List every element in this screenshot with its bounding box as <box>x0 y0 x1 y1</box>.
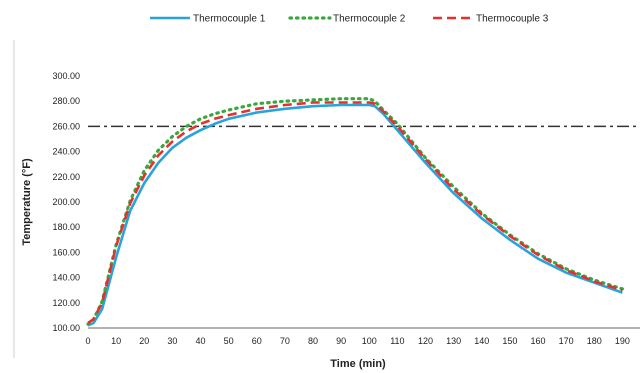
x-axis-ticks: 0 10 20 30 40 50 60 70 80 90 100 110 120 130 140 150 160… <box>85 336 629 346</box>
x-tick-label: 70 <box>280 336 290 346</box>
x-tick-label: 100 <box>362 336 377 346</box>
x-tick-label: 190 <box>615 336 630 346</box>
y-tick-label: 240.00 <box>52 147 80 157</box>
x-tick-label: 110 <box>390 336 404 346</box>
y-tick-label: 280.00 <box>52 96 80 106</box>
legend-label: Thermocouple 1 <box>193 14 266 25</box>
x-tick-label: 150 <box>502 336 517 346</box>
y-tick-label: 100.00 <box>52 323 80 333</box>
x-tick-label: 40 <box>195 336 205 346</box>
x-tick-label: 30 <box>167 336 177 346</box>
legend: Thermocouple 1 Thermocouple 2 Thermocouple… <box>150 14 549 25</box>
y-tick-label: 180.00 <box>52 222 80 232</box>
x-tick-label: 170 <box>559 336 574 346</box>
series-group <box>86 97 625 327</box>
y-tick-label: 260.00 <box>52 121 80 131</box>
x-tick-label: 90 <box>336 336 346 346</box>
x-tick-label: 0 <box>85 336 90 346</box>
x-tick-label: 120 <box>418 336 433 346</box>
y-tick-label: 140.00 <box>52 273 80 283</box>
legend-label: Thermocouple 3 <box>476 14 549 25</box>
y-tick-label: 200.00 <box>52 197 80 207</box>
y-axis-title: Temperature (°F) <box>21 158 33 246</box>
x-tick-label: 180 <box>587 336 602 346</box>
y-tick-label: 160.00 <box>52 247 80 257</box>
series-line-thermocouple-1 <box>87 103 623 327</box>
x-tick-label: 140 <box>474 336 489 346</box>
x-tick-label: 50 <box>224 336 234 346</box>
x-tick-label: 60 <box>252 336 262 346</box>
x-tick-label: 160 <box>530 336 545 346</box>
y-tick-label: 120.00 <box>52 298 80 308</box>
y-tick-label: 300.00 <box>52 71 80 81</box>
x-tick-label: 10 <box>111 336 121 346</box>
x-axis-title: Time (min) <box>330 358 386 370</box>
x-tick-label: 80 <box>308 336 318 346</box>
x-tick-label: 20 <box>139 336 149 346</box>
series-line-thermocouple-2 <box>86 97 625 326</box>
y-tick-label: 220.00 <box>52 172 80 182</box>
series-line-thermocouple-3 <box>87 101 623 325</box>
legend-label: Thermocouple 2 <box>333 14 406 25</box>
x-tick-label: 130 <box>446 336 461 346</box>
y-axis-ticks: 100.00 120.00 140.00 160.00 180.00 200.00 220.… <box>52 71 80 333</box>
